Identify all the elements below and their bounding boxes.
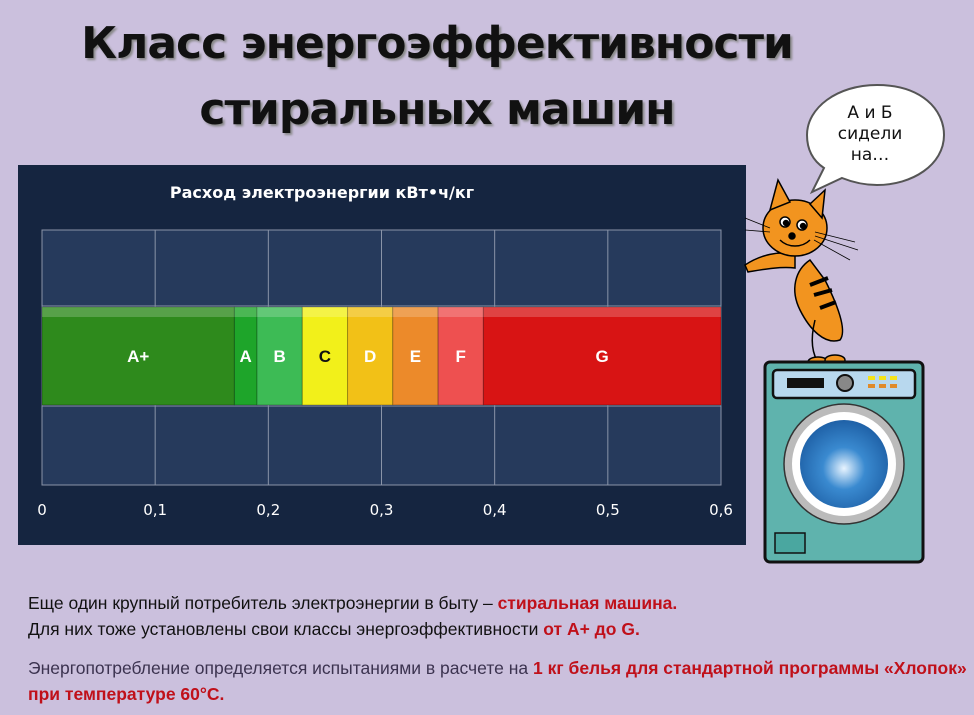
bubble-line1: А и Б [847,103,893,123]
bar-highlight [438,307,484,317]
energy-class-chart: Расход электроэнергии кВт•ч/кг A+ A B C D E F G… [18,165,746,545]
bar-highlight [483,307,721,317]
bar-segment [437,306,484,406]
bar-segment-d: D [347,306,394,406]
x-tick-label: 0,3 [370,501,394,519]
paragraph-2: Энергопотребление определяется испытания… [28,655,974,707]
cat-icon [744,177,889,383]
x-tick-label: 0,5 [596,501,620,519]
bar-label: A [240,347,252,366]
p2-text-a: Энергопотребление определяется испытания… [28,658,533,678]
p1-highlight-washing-machine: стиральная машина. [497,593,678,613]
bar-segment [347,306,394,406]
bar-segment [256,306,303,406]
bar-label: F [456,347,466,366]
bubble-line2: сидели [837,124,903,144]
bar-label: E [410,347,421,366]
bar-highlight [257,307,303,317]
page-title-line1: Класс энергоэффективности [81,18,794,69]
bar-highlight [42,307,235,317]
p1-text-a: Еще один крупный потребитель электроэнер… [28,593,498,613]
bar-label: C [319,347,331,366]
x-tick-label: 0,1 [143,501,167,519]
p2-highlight: 1 кг белья для стандартной программы «Хл… [28,658,967,704]
bar-segment-c: C [301,306,349,406]
bar-label: B [274,347,286,366]
p1-highlight-classes: от А+ до G. [543,619,640,639]
bar-segment [482,306,722,406]
bar-segment-a: A [233,306,258,406]
cat-and-washing-machine-illustration [744,177,925,564]
bar-segment [301,306,349,406]
bar-highlight [302,307,348,317]
bar-highlight [234,307,258,317]
bar-label: D [364,347,376,366]
bar-segment-b: B [256,306,303,406]
speech-bubble [805,83,946,195]
bar-label: G [596,347,609,366]
paragraph-1: Еще один крупный потребитель электроэнер… [28,590,677,642]
x-tick-label: 0 [37,501,47,519]
washing-machine-icon [763,360,925,564]
speech-bubble-text: А и Б сидели на… [820,103,920,166]
bar-segment-e: E [392,306,439,406]
bar-highlight [392,307,439,317]
bar-segment [392,306,439,406]
x-tick-label: 0,4 [483,501,507,519]
x-tick-label: 0,2 [256,501,280,519]
bubble-line3: на… [850,145,890,165]
bar-label: A+ [127,347,149,366]
p1-text-c: Для них тоже установлены свои классы эне… [28,619,544,639]
bar-highlight [347,307,393,317]
bar-segment [41,306,235,406]
bar-segment-f: F [437,306,484,406]
bar-segment-g: G [482,306,722,406]
bar-segment-aplus: A+ [41,306,235,406]
page-title-line2: стиральных машин [199,84,675,135]
chart-title: Расход электроэнергии кВт•ч/кг [170,183,474,202]
x-tick-label: 0,6 [709,501,733,519]
